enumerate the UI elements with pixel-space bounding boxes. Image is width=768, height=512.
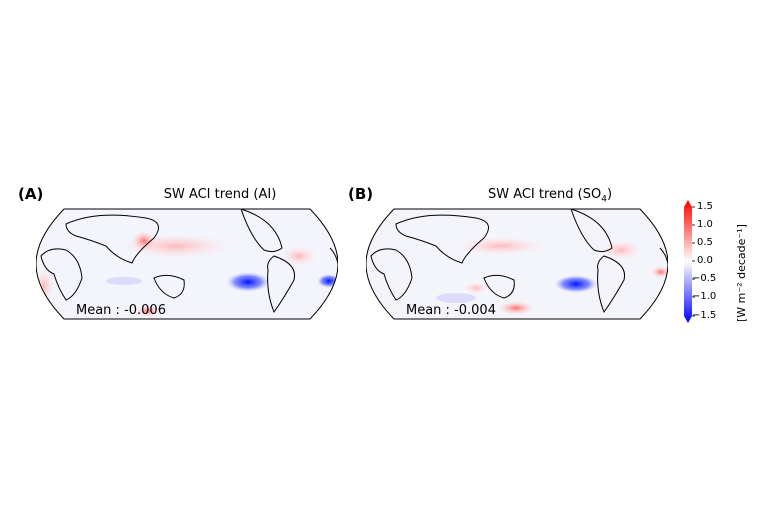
- colorbar-tick: 0.5: [697, 237, 713, 248]
- colorbar-tick: −0.5: [692, 273, 717, 284]
- panel-b-map: [366, 208, 668, 320]
- panel-b-mean: Mean : -0.004: [406, 303, 496, 318]
- colorbar-tick: 1.0: [697, 219, 713, 230]
- panel-a-map: [36, 208, 338, 320]
- colorbar-tick: 1.5: [697, 201, 713, 212]
- colorbar-tick: −1.0: [692, 291, 717, 302]
- panel-a-title: SW ACI trend (AI): [163, 187, 277, 202]
- panel-b-label: (B): [348, 185, 374, 203]
- panel-a-mean: Mean : -0.006: [76, 303, 166, 318]
- panel-a-label: (A): [18, 185, 44, 203]
- panel-b-title: SW ACI trend (SO4): [487, 187, 613, 205]
- colorbar: [684, 200, 695, 323]
- colorbar-tick: 0.0: [697, 255, 713, 266]
- colorbar-label: [W m⁻² decade⁻¹]: [735, 224, 748, 322]
- colorbar-tick: −1.5: [692, 310, 717, 321]
